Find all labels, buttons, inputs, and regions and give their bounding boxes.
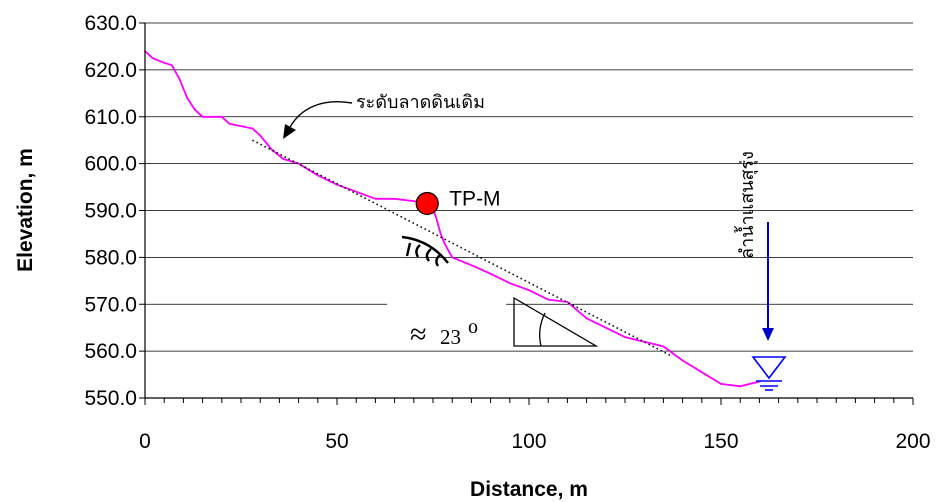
profile-point <box>186 97 189 99</box>
profile-point <box>439 233 442 235</box>
profile-point <box>412 200 415 203</box>
profile-point <box>443 242 446 245</box>
stream-label: ลำน้ำแสนสุรุ่ง <box>734 151 758 259</box>
profile-point <box>282 158 285 160</box>
profile-point <box>228 122 231 125</box>
profile-point <box>170 64 173 67</box>
profile-point <box>585 317 588 320</box>
profile-point <box>151 57 154 60</box>
x-tick-label: 100 <box>511 430 546 453</box>
x-tick-label: 200 <box>895 430 930 453</box>
profile-point <box>462 261 465 263</box>
profile-point <box>739 385 742 388</box>
water-level-symbol <box>751 356 787 391</box>
profile-point <box>720 383 722 385</box>
profile-point <box>662 345 665 348</box>
y-tick-label: 620.0 <box>84 59 137 82</box>
profile-point <box>474 265 477 268</box>
angle-degree-symbol: o <box>468 316 478 338</box>
original-ground-line <box>252 139 672 357</box>
profile-point <box>270 148 273 151</box>
profile-point <box>355 190 358 193</box>
y-tick-label: 610.0 <box>84 106 137 129</box>
profile-point <box>489 272 492 275</box>
profile-point <box>451 256 454 259</box>
x-axis-title: Distance, m <box>470 478 588 501</box>
profile-point <box>209 115 212 118</box>
angle-value: 23 <box>440 325 461 349</box>
original-ground-leader <box>288 101 353 130</box>
original-ground-arrowhead <box>283 124 296 139</box>
profile-point <box>316 174 319 177</box>
slope-triangle <box>513 296 599 347</box>
profile-point <box>547 298 550 301</box>
stream-label-group: ลำน้ำแสนสุรุ่ง <box>734 151 758 259</box>
y-tick-label: 630.0 <box>84 12 137 35</box>
profile-point <box>566 301 569 303</box>
x-tick-label: 0 <box>139 430 151 453</box>
x-tick-label: 150 <box>703 430 738 453</box>
series-group: TP-M <box>144 50 761 388</box>
profile-point <box>700 371 703 374</box>
profile-point <box>240 125 242 128</box>
profile-point <box>604 326 607 329</box>
x-tick-label: 50 <box>325 430 348 453</box>
y-tick-label: 570.0 <box>84 293 137 316</box>
stream-arrowhead <box>762 328 774 341</box>
tp-marker-label: TP-M <box>449 187 500 210</box>
y-tick-label: 600.0 <box>84 153 137 176</box>
y-tick-label: 580.0 <box>84 246 137 269</box>
profile-point <box>201 115 204 118</box>
tp-marker <box>415 191 439 216</box>
x-axis-ticks: 0 50 100 150 200 <box>139 398 931 453</box>
profile-point <box>624 336 626 338</box>
profile-point <box>393 197 396 200</box>
y-axis-ticks: 550.0 560.0 570.0 580.0 590.0 600.0 610.0 620.0… <box>84 12 145 410</box>
angle-label-box <box>387 302 506 350</box>
y-tick-label: 560.0 <box>84 340 137 363</box>
profile-point <box>374 197 377 200</box>
profile-point <box>163 61 166 64</box>
angle-approx-symbol: ≈ <box>410 318 426 351</box>
profile-point <box>297 162 300 165</box>
profile-point <box>259 134 262 137</box>
profile-point <box>178 78 181 81</box>
original-ground-label: ระดับลาดดินเดิม <box>356 92 485 112</box>
profile-point <box>194 108 196 111</box>
y-tick-label: 590.0 <box>84 200 137 223</box>
y-tick-label: 550.0 <box>84 387 137 410</box>
profile-point <box>435 218 438 221</box>
profile-point <box>528 289 530 292</box>
y-axis-title: Elevation, m <box>14 148 37 272</box>
profile-point <box>681 359 684 362</box>
profile-point <box>508 282 511 285</box>
profile-point <box>220 115 223 118</box>
profile-point <box>251 127 254 130</box>
scarp-symbol <box>401 235 449 267</box>
gridlines <box>145 22 913 352</box>
